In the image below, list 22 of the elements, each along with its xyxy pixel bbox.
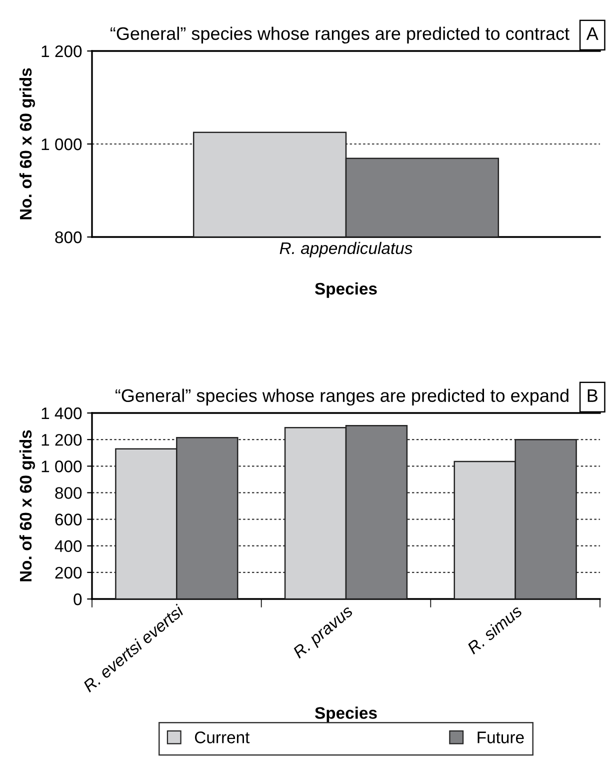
x-axis-title: Species	[314, 706, 377, 722]
text: B	[588, 389, 598, 402]
chart-title: “General” species whose ranges are predicted to expand	[116, 388, 568, 406]
chart-title: “General” species whose ranges are predicted to contract	[110, 26, 570, 44]
y-tick-label: 1 000	[42, 138, 82, 150]
x-tick-label: R. appendiculatus	[280, 242, 412, 258]
legend-label: Future	[478, 732, 524, 744]
y-tick-label: 1 200	[42, 45, 82, 58]
y-tick-label: 600	[55, 514, 82, 526]
y-tick-label: 1 400	[42, 407, 82, 420]
y-tick-label: 400	[54, 540, 82, 552]
y-tick-label: 1 200	[42, 434, 82, 446]
y-tick-label: 1 000	[42, 460, 82, 472]
y-axis-title: No. of 60 x 60 grids	[19, 68, 36, 220]
text: A	[586, 27, 598, 40]
y-tick-label: 0	[74, 593, 82, 606]
legend-label: Current	[194, 732, 250, 744]
x-axis-title: Species	[314, 282, 377, 298]
y-tick-label: 800	[55, 487, 82, 499]
y-axis-title: No. of 60 x 60 grids	[19, 430, 36, 582]
y-tick-label: 800	[55, 231, 82, 244]
y-tick-label: 200	[55, 566, 82, 579]
